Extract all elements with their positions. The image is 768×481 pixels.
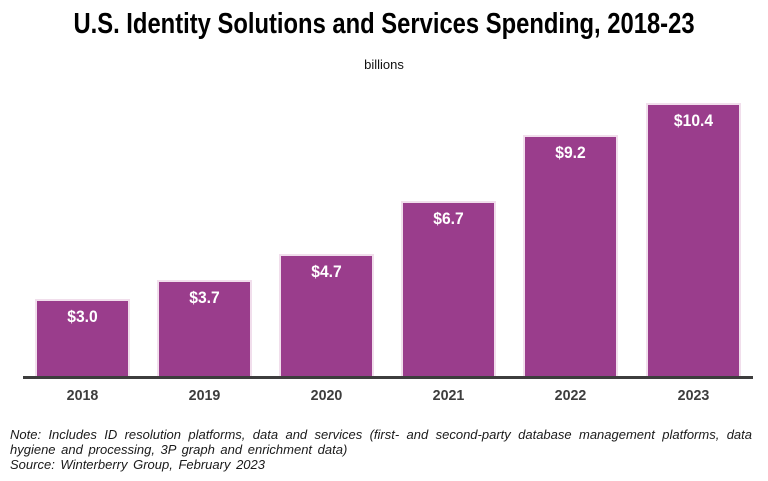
x-axis-label-2020: 2020 xyxy=(310,387,343,404)
bar-value-label: $3.0 xyxy=(67,307,98,326)
x-axis-label-2021: 2021 xyxy=(432,387,465,404)
footnote-block: Note: Includes ID resolution platforms, … xyxy=(10,427,752,472)
x-axis-line xyxy=(23,376,753,379)
x-axis-label-2019: 2019 xyxy=(188,387,221,404)
x-axis-label-2022: 2022 xyxy=(554,387,587,404)
chart-title: U.S. Identity Solutions and Services Spe… xyxy=(73,8,695,40)
bar-2021: $6.7 xyxy=(401,201,496,378)
bar-value-label: $3.7 xyxy=(189,288,220,307)
source-line: Source: Winterberry Group, February 2023 xyxy=(10,457,265,472)
chart-subtitle: billions xyxy=(364,57,404,72)
bar-2020: $4.7 xyxy=(279,254,374,378)
bar-2018: $3.0 xyxy=(35,299,130,378)
footnote-line: Note: Includes ID resolution platforms, … xyxy=(10,427,752,442)
x-axis-label-2018: 2018 xyxy=(66,387,99,404)
bar-value-label: $6.7 xyxy=(433,209,464,228)
bar-2023: $10.4 xyxy=(646,103,741,378)
bar-value-label: $4.7 xyxy=(311,262,342,281)
bar-2022: $9.2 xyxy=(523,135,618,378)
bar-2019: $3.7 xyxy=(157,280,252,378)
bar-value-label: $10.4 xyxy=(673,111,714,130)
x-axis-label-2023: 2023 xyxy=(677,387,710,404)
bar-value-label: $9.2 xyxy=(555,143,586,162)
footnote-line: hygiene and processing, 3P graph and enr… xyxy=(10,442,348,457)
